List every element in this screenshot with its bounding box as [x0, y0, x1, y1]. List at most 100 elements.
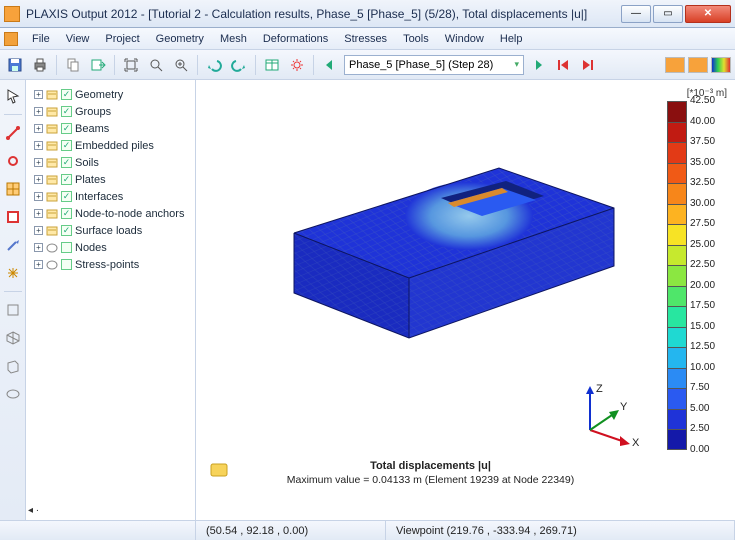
menu-window[interactable]: Window — [437, 31, 492, 47]
chevron-down-icon: ▾ — [514, 59, 519, 70]
legend-swatch — [667, 368, 687, 389]
node-tool-icon[interactable] — [3, 151, 23, 171]
expand-icon[interactable]: + — [34, 141, 43, 150]
visibility-checkbox[interactable] — [61, 123, 72, 134]
tree-item-beams[interactable]: +Beams — [28, 120, 193, 137]
tree-item-soils[interactable]: +Soils — [28, 154, 193, 171]
side-toolbar — [0, 80, 26, 520]
app-icon — [4, 6, 20, 22]
expand-icon[interactable]: + — [34, 260, 43, 269]
menu-stresses[interactable]: Stresses — [336, 31, 395, 47]
color-legend: [*10⁻³ m] 42.5040.0037.5035.0032.5030.00… — [667, 88, 727, 470]
menu-mesh[interactable]: Mesh — [212, 31, 255, 47]
visibility-checkbox[interactable] — [61, 242, 72, 253]
expand-icon[interactable]: + — [34, 175, 43, 184]
expand-icon[interactable]: + — [34, 243, 43, 252]
tree-item-nodes[interactable]: + Nodes — [28, 239, 193, 256]
undo-icon[interactable] — [203, 54, 225, 76]
tree-item-label: Node-to-node anchors — [75, 208, 184, 220]
contour-tool-icon[interactable] — [3, 207, 23, 227]
visibility-checkbox[interactable] — [61, 225, 72, 236]
view-side-icon[interactable] — [3, 356, 23, 376]
minimize-button[interactable] — [621, 5, 651, 23]
save-icon[interactable] — [4, 54, 26, 76]
goto-start-icon[interactable] — [552, 54, 574, 76]
copy-icon[interactable] — [62, 54, 84, 76]
zoom-extents-icon[interactable] — [120, 54, 142, 76]
layer-icon — [46, 226, 58, 236]
export-icon[interactable] — [87, 54, 109, 76]
next-phase-icon[interactable] — [527, 54, 549, 76]
tree-item-geometry[interactable]: +Geometry — [28, 86, 193, 103]
menu-deformations[interactable]: Deformations — [255, 31, 336, 47]
view-xy-icon[interactable] — [3, 300, 23, 320]
svg-text:X: X — [632, 437, 640, 449]
tree-item-plates[interactable]: + Plates — [28, 171, 193, 188]
tree-item-surface-loads[interactable]: + Surface loads — [28, 222, 193, 239]
expand-icon[interactable]: + — [34, 90, 43, 99]
goto-end-icon[interactable] — [577, 54, 599, 76]
tree-item-label: Nodes — [75, 242, 107, 254]
view-style-b-icon[interactable] — [688, 57, 708, 73]
mesh-tool-icon[interactable] — [3, 179, 23, 199]
legend-swatch — [667, 122, 687, 143]
tree-item-label: Stress-points — [75, 259, 139, 271]
expand-icon[interactable]: + — [34, 158, 43, 167]
visibility-checkbox[interactable] — [61, 174, 72, 185]
menu-view[interactable]: View — [58, 31, 98, 47]
menu-file[interactable]: File — [24, 31, 58, 47]
tensor-tool-icon[interactable] — [3, 263, 23, 283]
settings-icon[interactable] — [286, 54, 308, 76]
visibility-checkbox[interactable] — [61, 208, 72, 219]
tree-item-interfaces[interactable]: +Interfaces — [28, 188, 193, 205]
expand-icon[interactable]: + — [34, 124, 43, 133]
phase-selector[interactable]: Phase_5 [Phase_5] (Step 28) ▾ — [344, 55, 524, 75]
visibility-checkbox[interactable] — [61, 259, 72, 270]
tree-item-groups[interactable]: + Groups — [28, 103, 193, 120]
vector-tool-icon[interactable] — [3, 235, 23, 255]
legend-swatch — [667, 409, 687, 430]
visibility-checkbox[interactable] — [61, 191, 72, 202]
tree-item-node-to-node-anchors[interactable]: + Node-to-node anchors — [28, 205, 193, 222]
expand-icon[interactable]: + — [34, 226, 43, 235]
pointer-tool-icon[interactable] — [3, 86, 23, 106]
layer-icon — [46, 243, 58, 253]
menu-geometry[interactable]: Geometry — [148, 31, 212, 47]
table-icon[interactable] — [261, 54, 283, 76]
maximize-button[interactable] — [653, 5, 683, 23]
expand-icon[interactable]: + — [34, 192, 43, 201]
print-icon[interactable] — [29, 54, 51, 76]
view-iso-icon[interactable] — [3, 328, 23, 348]
tree-item-label: Groups — [75, 106, 111, 118]
viewport[interactable]: Z X Y [*10⁻³ m] 42.5040.0037.5035.0032.5… — [196, 80, 735, 520]
main-toolbar: Phase_5 [Phase_5] (Step 28) ▾ — [0, 50, 735, 80]
layer-icon — [46, 141, 58, 151]
menu-project[interactable]: Project — [97, 31, 147, 47]
legend-swatch — [667, 286, 687, 307]
color-legend-toggle-icon[interactable] — [711, 57, 731, 73]
tree-item-embedded-piles[interactable]: +Embedded piles — [28, 137, 193, 154]
prev-phase-icon[interactable] — [319, 54, 341, 76]
zoom-in-icon[interactable] — [170, 54, 192, 76]
visibility-checkbox[interactable] — [61, 157, 72, 168]
redo-icon[interactable] — [228, 54, 250, 76]
panel-collapse-icon[interactable]: ◂ · — [28, 505, 39, 516]
expand-icon[interactable]: + — [34, 107, 43, 116]
legend-tick: 40.00 — [690, 117, 715, 138]
view-style-a-icon[interactable] — [665, 57, 685, 73]
tree-item-label: Plates — [75, 174, 106, 186]
visibility-checkbox[interactable] — [61, 89, 72, 100]
tree-item-label: Surface loads — [75, 225, 142, 237]
view-top-icon[interactable] — [3, 384, 23, 404]
menu-help[interactable]: Help — [492, 31, 531, 47]
tree-item-stress-points[interactable]: + Stress-points — [28, 256, 193, 273]
zoom-window-icon[interactable] — [145, 54, 167, 76]
measure-tool-icon[interactable] — [3, 123, 23, 143]
status-coords: (50.54 , 92.18 , 0.00) — [196, 521, 386, 540]
visibility-checkbox[interactable] — [61, 106, 72, 117]
close-button[interactable] — [685, 5, 731, 23]
menu-tools[interactable]: Tools — [395, 31, 437, 47]
legend-tick: 37.50 — [690, 137, 715, 158]
expand-icon[interactable]: + — [34, 209, 43, 218]
visibility-checkbox[interactable] — [61, 140, 72, 151]
